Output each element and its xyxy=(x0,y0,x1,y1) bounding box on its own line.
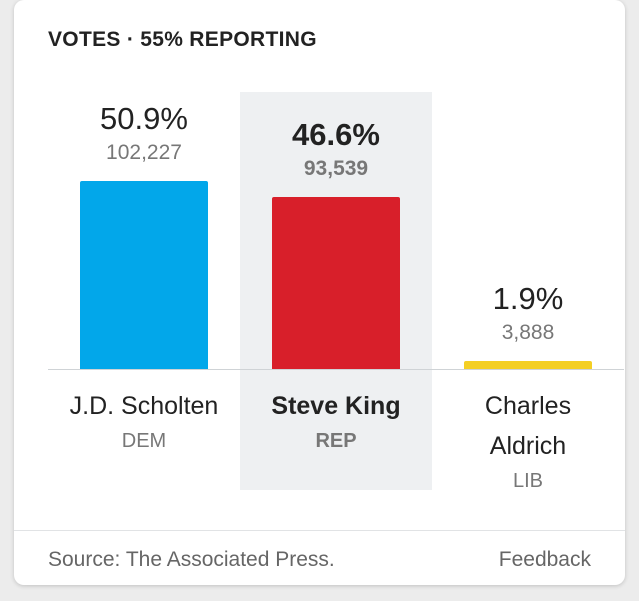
party-label: LIB xyxy=(512,470,544,492)
party-label: DEM xyxy=(121,430,167,452)
bar xyxy=(80,181,208,369)
party-label: REP xyxy=(315,430,357,452)
chart-baseline xyxy=(48,369,624,370)
candidate-name: J.D. Scholten xyxy=(69,392,219,420)
vote-count-label: 93,539 xyxy=(303,157,369,180)
feedback-link[interactable]: Feedback xyxy=(498,548,591,571)
chart-title: VOTES · 55% REPORTING xyxy=(48,28,317,51)
footer-divider xyxy=(14,530,625,531)
bar xyxy=(272,197,400,369)
source-text: Source: The Associated Press. xyxy=(48,548,335,571)
vote-count-label: 3,888 xyxy=(501,321,555,344)
percent-label: 1.9% xyxy=(492,281,564,316)
candidate-name: Steve King xyxy=(271,392,401,420)
bar xyxy=(464,361,592,369)
percent-label: 50.9% xyxy=(100,101,188,136)
percent-label: 46.6% xyxy=(292,117,380,152)
vote-count-label: 102,227 xyxy=(106,141,182,164)
candidate-name: Charles Aldrich xyxy=(484,392,572,460)
